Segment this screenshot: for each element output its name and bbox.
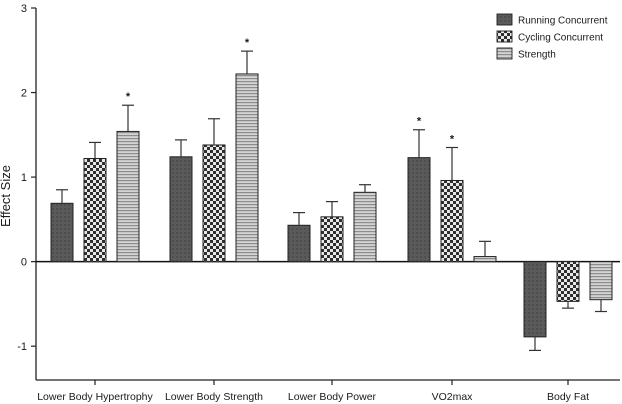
legend-swatch bbox=[496, 47, 513, 60]
legend: Running Concurrent Cycling Concurrent Stre… bbox=[496, 13, 608, 61]
bar bbox=[440, 179, 464, 263]
y-tick-label: 3 bbox=[21, 3, 27, 15]
significance-marker: * bbox=[417, 116, 422, 128]
bar bbox=[116, 130, 140, 263]
x-tick-label: Lower Body Power bbox=[288, 391, 377, 403]
legend-swatch bbox=[496, 13, 513, 26]
bar bbox=[523, 261, 547, 338]
legend-label: Strength bbox=[518, 50, 556, 61]
legend-label: Running Concurrent bbox=[518, 16, 608, 27]
bar bbox=[169, 156, 193, 263]
significance-marker: * bbox=[450, 134, 455, 146]
x-tick-label: Lower Body Hypertrophy bbox=[37, 391, 153, 403]
bar bbox=[556, 261, 580, 302]
y-tick-label: 1 bbox=[21, 172, 27, 184]
bar bbox=[202, 144, 226, 263]
bar bbox=[320, 216, 344, 263]
x-tick-label: Body Fat bbox=[547, 391, 589, 403]
y-tick-label: 2 bbox=[21, 88, 27, 100]
bar bbox=[287, 224, 311, 263]
y-tick-label: -1 bbox=[17, 341, 27, 353]
bar bbox=[353, 191, 377, 263]
category-labels: Lower Body Hypertrophy Lower Body Strengt… bbox=[37, 391, 589, 403]
bar bbox=[473, 256, 497, 263]
bar bbox=[50, 202, 74, 263]
significance-marker: * bbox=[245, 37, 250, 49]
bar bbox=[235, 73, 259, 263]
bars: * * * * bbox=[50, 37, 613, 352]
legend-swatch bbox=[496, 30, 513, 43]
x-tick-label: Lower Body Strength bbox=[165, 391, 263, 403]
y-tick-label: 0 bbox=[21, 257, 27, 269]
bar bbox=[589, 261, 613, 301]
legend-label: Cycling Concurrent bbox=[518, 33, 603, 44]
x-tick-label: VO2max bbox=[432, 391, 474, 403]
bar bbox=[407, 157, 431, 263]
significance-marker: * bbox=[126, 91, 131, 103]
y-axis-label: Effect Size bbox=[0, 165, 13, 227]
bar bbox=[83, 157, 107, 263]
